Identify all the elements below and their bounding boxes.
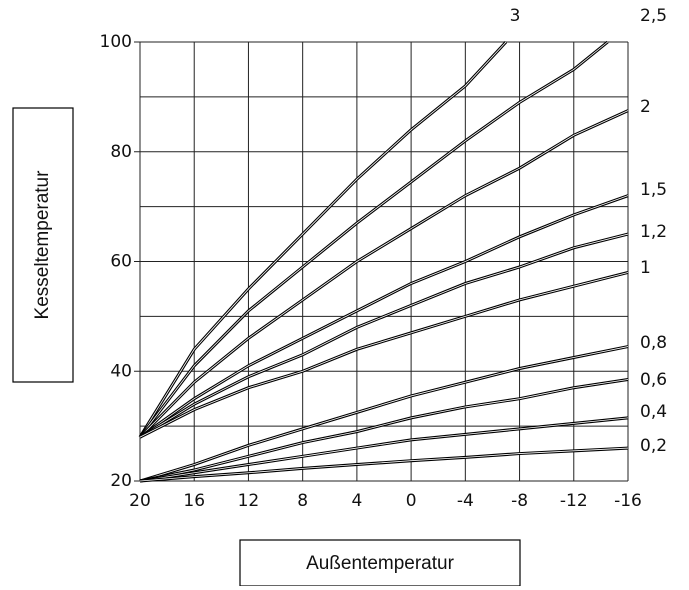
- x-label-box: [239, 539, 521, 587]
- curve-outline: [139, 416, 629, 483]
- x-axis-label: Außentemperatur: [306, 553, 455, 574]
- x-tick-label: 8: [297, 491, 308, 511]
- curve-outline: [138, 40, 508, 438]
- x-tick-label: 12: [238, 491, 260, 511]
- curve-inner: [139, 379, 629, 482]
- x-tick-label: 20: [129, 491, 151, 511]
- curve-inner: [139, 41, 608, 438]
- y-tick-label: 80: [110, 142, 132, 162]
- curve-label: 0,2: [640, 436, 667, 456]
- curve-label: 2,5: [640, 6, 667, 26]
- curve-label: 1,5: [640, 180, 667, 200]
- curve-outline: [138, 40, 609, 439]
- curve-inner: [139, 272, 629, 438]
- curve-inner: [139, 447, 629, 482]
- x-tick-label: -4: [457, 491, 474, 511]
- curve-label: 0,6: [640, 370, 667, 390]
- curve-label: 2: [640, 97, 651, 117]
- x-tick-label: -12: [560, 491, 588, 511]
- curve-inner: [139, 110, 629, 438]
- curve-label: 0,8: [640, 333, 667, 353]
- curve-outline: [139, 232, 629, 439]
- curve-inner: [139, 233, 629, 438]
- curve-inner: [139, 346, 629, 482]
- curve-label: 0,4: [640, 402, 667, 422]
- curve-label: 1: [640, 258, 651, 278]
- curve-inner: [139, 417, 629, 482]
- curve-label: 1,2: [640, 222, 667, 242]
- x-tick-label: 16: [183, 491, 205, 511]
- y-tick-label: 20: [110, 471, 132, 491]
- x-tick-label: -16: [614, 491, 642, 511]
- curve-inner: [139, 41, 507, 438]
- x-tick-label: 0: [406, 491, 417, 511]
- y-tick-label: 40: [110, 361, 132, 381]
- x-tick-label: -8: [511, 491, 528, 511]
- y-tick-label: 100: [100, 32, 132, 52]
- x-tick-label: 4: [351, 491, 362, 511]
- curve-label: 3: [510, 6, 521, 26]
- y-axis-label: Kesseltemperatur: [32, 170, 53, 320]
- curve-inner: [139, 195, 629, 438]
- y-label-box: [12, 107, 74, 383]
- y-tick-label: 60: [110, 252, 132, 272]
